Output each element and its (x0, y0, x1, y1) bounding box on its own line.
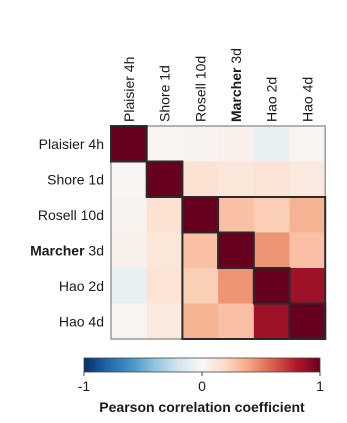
heatmap-cell-r2-c2 (182, 197, 219, 233)
row-label-3: Marcher 3d (30, 242, 104, 258)
heatmap-cell-r3-c5 (289, 232, 326, 269)
heatmap-cell-r5-c5 (289, 303, 326, 340)
column-label-1: Shore 1d (157, 65, 173, 122)
heatmap-cell-r4-c3 (218, 268, 255, 304)
heatmap-cells (111, 126, 326, 340)
heatmap-cell-r5-c1 (146, 303, 183, 340)
colorbar (83, 357, 321, 373)
colorbar-tick-label-1: 0 (198, 378, 206, 394)
heatmap-cell-r5-c3 (218, 303, 255, 340)
heatmap-cell-r3-c1 (146, 232, 183, 269)
row-label-4: Hao 2d (59, 278, 104, 294)
column-labels: Plaisier 4h Shore 1d Rosell 10d Marcher 3d H… (121, 48, 316, 122)
heatmap-cell-r0-c2 (182, 126, 219, 162)
heatmap-cell-r1-c5 (289, 161, 326, 198)
heatmap-cell-r1-c3 (218, 161, 255, 198)
colorbar-tick-label-2: 1 (316, 378, 324, 394)
diagonal-box-0 (110, 125, 148, 163)
heatmap-cell-r2-c3 (218, 197, 255, 233)
heatmap-cell-r1-c0 (111, 161, 148, 198)
diagonal-box-3 (217, 231, 255, 269)
row-labels: Plaisier 4h Shore 1d Rosell 10d Marcher 3d H… (30, 136, 104, 330)
heatmap-cell-r0-c3 (218, 126, 255, 162)
heatmap-cell-r4-c5 (289, 268, 326, 304)
heatmap-cell-r2-c5 (289, 197, 326, 233)
column-label-5: Hao 4d (299, 77, 315, 122)
diagonal-box-1 (145, 160, 184, 198)
heatmap-cell-r4-c2 (182, 268, 219, 304)
heatmap-cell-r3-c2 (182, 232, 219, 269)
heatmap-cell-r0-c5 (289, 126, 326, 162)
column-label-4: Hao 2d (264, 77, 280, 122)
diagonal-box-4 (252, 267, 291, 305)
heatmap-cell-r2-c4 (253, 197, 290, 233)
heatmap-cell-r3-c0 (111, 232, 148, 269)
heatmap-cell-r2-c1 (146, 197, 183, 233)
colorbar-tick-label-0: -1 (78, 378, 91, 394)
row-label-0: Plaisier 4h (39, 136, 104, 152)
heatmap-cell-r4-c1 (146, 268, 183, 304)
heatmap-cell-r2-c0 (111, 197, 148, 233)
heatmap-cell-r5-c2 (182, 303, 219, 340)
heatmap-cell-r1-c2 (182, 161, 219, 198)
heatmap-cell-r4-c4 (253, 268, 290, 304)
column-label-3: Marcher 3d (228, 48, 244, 122)
heatmap-cell-r1-c1 (146, 161, 183, 198)
heatmap-cell-r4-c0 (111, 268, 148, 304)
colorbar-ticks: -1 0 1 (78, 372, 324, 394)
heatmap-cell-r5-c0 (111, 303, 148, 340)
heatmap-cell-r3-c3 (218, 232, 255, 269)
heatmap-cell-r5-c4 (253, 303, 290, 340)
column-label-2: Rosell 10d (192, 56, 208, 122)
row-label-1: Shore 1d (47, 171, 104, 187)
column-label-0: Plaisier 4h (121, 57, 137, 122)
cluster-boxes (110, 125, 327, 340)
cluster-box-0 (181, 196, 327, 340)
heatmap-cell-r0-c4 (253, 126, 290, 162)
heatmap-cell-r1-c4 (253, 161, 290, 198)
heatmap-cell-r0-c1 (146, 126, 183, 162)
heatmap-cell-r3-c4 (253, 232, 290, 269)
heatmap-cell-r0-c0 (111, 126, 148, 162)
colorbar-title: Pearson correlation coefficient (99, 399, 305, 415)
row-label-2: Rosell 10d (38, 207, 104, 223)
row-label-5: Hao 4d (59, 313, 104, 329)
